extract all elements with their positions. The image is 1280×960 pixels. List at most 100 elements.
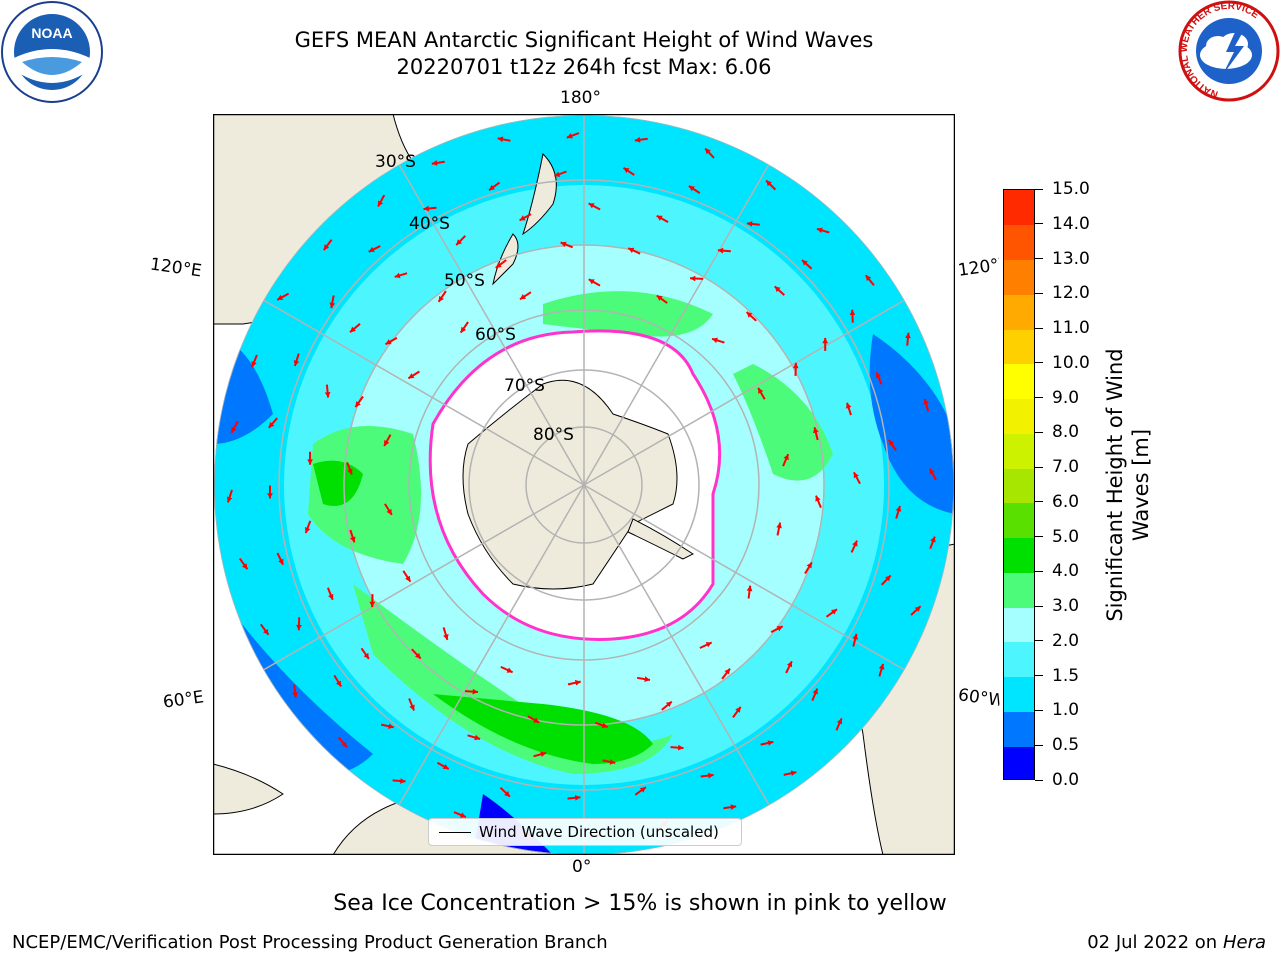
colorbar-tick [1035,328,1043,329]
colorbar-tick-label: 13.0 [1052,249,1090,269]
wind-arrow-head [335,680,342,687]
wind-arrow-head [885,575,891,582]
wind-arrow-head [341,741,347,748]
footer-date-text: 02 Jul 2022 on [1087,932,1223,953]
footer-branch: NCEP/EMC/Verification Post Processing Pr… [12,932,608,953]
wind-arrow-head [443,634,449,640]
wind-arrow-head [930,536,936,543]
wind-arrow-head [460,326,467,333]
wind-arrow-head [241,563,248,570]
wind-arrow-head [474,734,481,741]
wind-arrow-head [574,679,581,686]
wind-arrow-head [268,422,275,428]
wind-arrow-head [656,215,663,221]
colorbar-tick [1035,432,1043,433]
lon-label-0: 0° [572,857,592,877]
colorbar-segment [1004,676,1034,712]
lat-label-80s: 80°S [533,425,574,445]
colorbar-segment [1004,398,1034,434]
footer-host: Hera [1222,932,1266,953]
colorbar-segment [1004,259,1034,295]
colorbar-tick [1035,293,1043,294]
sea-ice-note: Sea Ice Concentration > 15% is shown in … [333,891,947,916]
wind-arrow-head [758,387,764,394]
wind-arrow-head [394,272,401,279]
lat-label-40s: 40°S [409,214,450,234]
colorbar-tick-label: 10.0 [1052,353,1090,373]
wind-arrow-head [836,718,843,725]
lat-label-50s: 50°S [444,271,485,291]
wind-arrow-head [628,247,635,253]
antarctic-wave-height-map: 30°S 40°S 50°S 60°S 70°S 80°S [213,114,955,855]
wind-arrow-head [705,642,712,648]
wind-arrow-head [231,426,237,433]
colorbar-segment [1004,746,1034,779]
wind-arrow-head [409,704,415,711]
wind-arrow-head [405,575,411,582]
colorbar-segment [1004,607,1034,643]
wind-arrow-head [292,692,298,698]
wind-arrow-head [822,337,829,344]
wind-arrow-head [566,133,573,139]
wind-arrow-head [852,633,858,640]
wind-arrow-head [489,184,495,191]
wind-arrow-head [767,740,774,746]
wind-arrow-head [431,160,438,166]
wind-arrow-head [438,295,444,302]
wind-arrow-head [540,751,547,757]
wind-arrow-head [386,508,392,515]
wind-arrow-head [472,688,478,695]
colorbar-segment [1004,502,1034,539]
colorbar-segment [1004,641,1034,678]
wind-arrow-head [504,790,510,797]
wind-arrow-head [456,239,462,246]
wind-arrow-head [865,275,872,282]
wind-arrow-head [369,601,376,608]
wind-arrow-head [506,667,513,673]
wind-arrow-head [460,812,466,818]
colorbar-tick-label: 4.0 [1052,561,1080,581]
wind-arrow-head [644,676,650,682]
colorbar-tick [1035,780,1043,781]
colorbar-tick-label: 6.0 [1052,492,1080,512]
wind-arrow-head [708,772,714,779]
wind-arrow-head [307,459,313,465]
wind-arrow-head [350,326,356,333]
wind-arrow-head [588,279,595,285]
wind-arrow-head [717,247,724,254]
colorbar-tick [1035,640,1043,641]
wind-arrow-head [929,468,935,475]
colorbar-tick-label: 0.0 [1052,770,1080,790]
wind-arrow-head [853,472,859,479]
colorbar-segment [1004,711,1034,747]
wind-arrow-head [263,628,269,635]
wind-arrow-head [905,332,911,339]
wind-arrow-head [816,227,823,234]
wind-arrow-head [806,562,812,569]
colorbar-tick [1035,397,1043,398]
lat-label-60s: 60°S [475,325,516,345]
colorbar-segment [1004,537,1034,573]
colorbar-tick [1035,189,1043,190]
chart-title: GEFS MEAN Antarctic Significant Height o… [294,28,874,52]
colorbar-segment [1004,329,1034,365]
colorbar-tick-label: 1.0 [1052,700,1080,720]
wind-arrow-head [423,205,429,212]
wind-arrow-head [712,337,718,344]
wind-arrow-head [609,759,616,765]
noaa-logo: NOAA [1,1,103,103]
footer-date: 02 Jul 2022 on Hera [1087,932,1266,954]
colorbar-segment [1004,572,1034,608]
colorbar-tick [1035,223,1043,224]
colorbar-segment [1004,468,1034,504]
colorbar-segment [1004,433,1034,469]
colorbar-tick [1035,745,1043,746]
colorbar-tick [1035,362,1043,363]
legend-line [439,832,471,833]
wind-arrow-head [520,294,526,300]
colorbar [1003,189,1035,780]
wind-arrow-head [746,585,753,592]
wind-arrow-head [776,626,783,632]
national-weather-service-logo: NATIONAL WEATHER SERVICE [1178,0,1280,102]
wind-arrow-head [363,652,369,659]
